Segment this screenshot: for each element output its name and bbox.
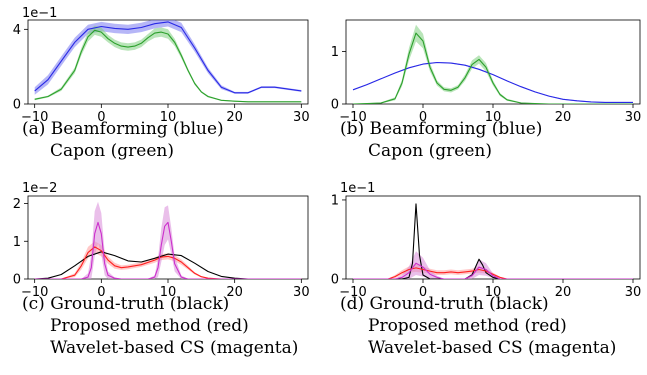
- x-tick-label: −10: [339, 285, 366, 300]
- subplot-caption: Proposed method (red): [50, 316, 249, 336]
- y-tick-label: 0: [13, 98, 21, 113]
- x-tick-label: 30: [293, 110, 310, 125]
- x-tick-label: 20: [555, 110, 572, 125]
- series-2-line: [34, 29, 302, 103]
- series-3-line: [34, 221, 302, 279]
- series-3-confidence-band: [34, 201, 302, 279]
- series-1-confidence-band: [34, 20, 302, 95]
- plot-area: [34, 201, 302, 279]
- plot-area: [352, 24, 633, 104]
- series-2-line: [353, 267, 633, 279]
- axis-scale-label: 1e−1: [340, 181, 375, 196]
- series-1-line: [352, 61, 633, 103]
- x-tick-label: 10: [160, 110, 177, 125]
- axis-scale-label: 1e−1: [22, 6, 57, 21]
- x-tick-label: 10: [485, 110, 502, 125]
- x-tick-label: 0: [97, 285, 105, 300]
- subplot-caption: (b) Beamforming (blue): [340, 119, 542, 139]
- axes-frame: [345, 195, 641, 280]
- axes-frame: [345, 19, 641, 105]
- x-tick-label: 20: [555, 285, 572, 300]
- y-tick-label: 0: [13, 273, 21, 288]
- series-2-confidence-band: [353, 24, 633, 104]
- series-1-line: [353, 203, 633, 279]
- series-2-line: [352, 32, 633, 104]
- x-tick-label: 10: [160, 285, 177, 300]
- series-3-line: [353, 262, 633, 279]
- subplot-caption: (a) Beamforming (blue): [22, 119, 224, 139]
- subplot-caption: (c) Ground-truth (black): [22, 294, 229, 314]
- x-tick-label: 20: [226, 285, 243, 300]
- y-tick-label: 2: [13, 197, 21, 212]
- y-tick-label: 1: [331, 193, 339, 208]
- y-tick-label: 0: [331, 273, 339, 288]
- axis-scale-label: 1e−2: [22, 181, 57, 196]
- series-2-confidence-band: [34, 25, 302, 103]
- x-tick-label: 30: [625, 285, 642, 300]
- subplot-caption: (d) Ground-truth (black): [340, 294, 549, 314]
- subplot-caption: Proposed method (red): [368, 316, 567, 336]
- subplot-caption: Capon (green): [50, 141, 174, 161]
- x-tick-label: 0: [97, 110, 105, 125]
- series-2-line: [34, 246, 302, 279]
- subplot-caption: Wavelet-based CS (magenta): [368, 338, 616, 358]
- x-tick-label: 0: [419, 285, 427, 300]
- subplot-caption: Wavelet-based CS (magenta): [50, 338, 298, 358]
- x-tick-label: 0: [419, 110, 427, 125]
- y-tick-label: 1: [13, 235, 21, 250]
- x-tick-label: 20: [226, 110, 243, 125]
- y-tick-label: 0: [331, 98, 339, 113]
- x-tick-label: 10: [485, 285, 502, 300]
- plot-area: [353, 203, 633, 279]
- y-tick-label: 4: [13, 23, 21, 38]
- x-tick-label: −10: [21, 110, 48, 125]
- plot-area: [34, 20, 302, 103]
- x-tick-label: 30: [293, 285, 310, 300]
- x-tick-label: −10: [339, 110, 366, 125]
- series-1-line: [34, 251, 302, 279]
- y-tick-label: 1: [331, 45, 339, 60]
- series-1-line: [34, 21, 302, 94]
- x-tick-label: −10: [21, 285, 48, 300]
- x-tick-label: 30: [625, 110, 642, 125]
- subplot-caption: Capon (green): [368, 141, 492, 161]
- series-2-confidence-band: [34, 241, 302, 279]
